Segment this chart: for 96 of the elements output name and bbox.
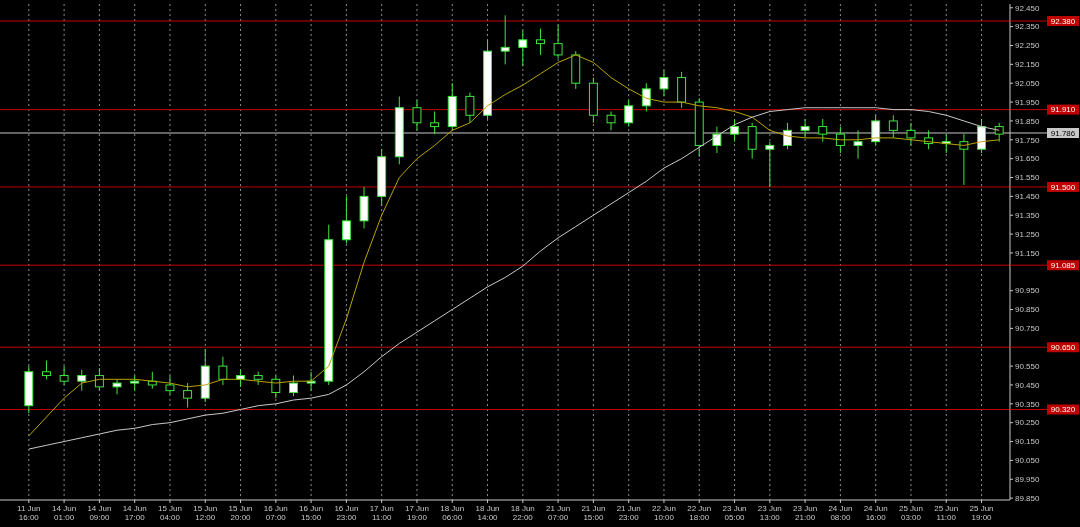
candlestick <box>165 375 175 395</box>
x-tick-label: 24 Jun 16:00 <box>863 504 888 522</box>
x-tick-label: 15 Jun 04:00 <box>157 504 182 522</box>
candlestick <box>853 129 863 160</box>
x-tick-label: 24 Jun 08:00 <box>828 504 853 522</box>
candlestick <box>977 118 987 154</box>
y-tick-label: 92.150 <box>1015 60 1041 70</box>
y-tick-label: 91.350 <box>1015 211 1041 221</box>
candlestick <box>430 111 440 135</box>
candlestick <box>41 359 51 380</box>
ref-line-label: 91.910 <box>1050 105 1076 115</box>
x-tick-label: 15 Jun 12:00 <box>193 504 218 522</box>
x-tick-label: 17 Jun 11:00 <box>369 504 394 522</box>
candlestick <box>518 29 528 67</box>
y-tick-label: 91.450 <box>1015 192 1041 202</box>
y-tick-label: 91.650 <box>1015 154 1041 164</box>
candlestick <box>906 122 916 146</box>
y-tick-label: 92.350 <box>1015 22 1041 32</box>
x-tick-label: 23 Jun 13:00 <box>757 504 782 522</box>
candlestick <box>888 114 898 139</box>
line-series <box>28 54 1000 437</box>
candlestick <box>835 126 845 154</box>
ref-line-label: 90.320 <box>1050 405 1076 415</box>
y-tick-label: 91.950 <box>1015 97 1041 107</box>
candlestick <box>77 369 87 392</box>
candlestick <box>659 69 669 97</box>
y-tick-label: 92.450 <box>1015 3 1041 13</box>
y-tick-label: 90.150 <box>1015 437 1041 447</box>
x-tick-label: 21 Jun 07:00 <box>546 504 571 522</box>
candlestick <box>536 28 545 56</box>
candlestick <box>730 118 740 143</box>
x-tick-label: 18 Jun 22:00 <box>510 504 535 522</box>
candlestick <box>553 24 563 60</box>
ref-line-label: 92.380 <box>1050 16 1076 26</box>
x-tick-label: 16 Jun 15:00 <box>299 504 324 522</box>
candlestick <box>341 195 351 245</box>
candlestick <box>289 375 298 397</box>
x-tick-label: 25 Jun 19:00 <box>969 504 994 522</box>
ref-line-label: 90.650 <box>1050 343 1076 353</box>
candlestick <box>412 99 422 131</box>
y-tick-label: 91.750 <box>1015 135 1041 145</box>
y-tick-label: 90.350 <box>1015 399 1041 409</box>
x-tick-label: 14 Jun 17:00 <box>122 504 147 522</box>
candlestick <box>183 382 193 409</box>
ref-line-label: 91.786 <box>1050 128 1076 138</box>
x-tick-label: 22 Jun 18:00 <box>687 504 712 522</box>
candlestick <box>606 111 616 131</box>
y-tick-label: 91.150 <box>1015 248 1041 258</box>
candlestick <box>271 375 281 399</box>
y-tick-label: 90.050 <box>1015 456 1041 466</box>
x-tick-label: 21 Jun 23:00 <box>616 504 641 522</box>
ref-line-label: 91.085 <box>1050 261 1076 270</box>
y-tick-label: 91.250 <box>1015 229 1041 239</box>
y-tick-label: 90.850 <box>1015 305 1041 315</box>
y-tick-label: 89.850 <box>1015 493 1041 503</box>
y-tick-label: 91.850 <box>1015 116 1041 126</box>
candlestick <box>218 356 228 386</box>
candlestick <box>818 118 828 143</box>
x-tick-label: 22 Jun 10:00 <box>651 504 676 522</box>
y-tick-label: 90.950 <box>1015 286 1041 296</box>
x-tick-label: 18 Jun 06:00 <box>440 504 465 522</box>
x-tick-label: 25 Jun 03:00 <box>898 504 923 522</box>
candlestick <box>994 122 1004 143</box>
candlestick <box>783 122 792 150</box>
candlestick <box>624 99 634 128</box>
x-tick-label: 15 Jun 20:00 <box>228 504 253 522</box>
ref-line-label: 91.500 <box>1050 182 1076 192</box>
x-tick-label: 11 Jun 16:00 <box>17 504 41 522</box>
candlestick <box>800 118 810 139</box>
candlestick <box>500 14 510 65</box>
x-tick-label: 18 Jun 14:00 <box>475 504 500 522</box>
y-tick-label: 90.250 <box>1015 418 1041 428</box>
y-tick-label: 92.250 <box>1015 41 1041 51</box>
x-tick-label: 17 Jun 19:00 <box>404 504 429 522</box>
candlestick <box>112 378 122 395</box>
x-tick-label: 14 Jun 09:00 <box>87 504 112 522</box>
y-tick-label: 90.450 <box>1015 380 1041 390</box>
x-tick-label: 23 Jun 21:00 <box>793 504 818 522</box>
candlestick <box>641 82 651 112</box>
x-tick-label: 16 Jun 23:00 <box>334 504 359 522</box>
candlestick <box>465 92 475 124</box>
y-tick-label: 90.550 <box>1015 361 1041 371</box>
x-tick-label: 21 Jun 15:00 <box>581 504 606 522</box>
y-tick-label: 89.950 <box>1015 475 1041 485</box>
candlestick <box>747 122 757 160</box>
candlestick <box>59 365 69 386</box>
x-tick-label: 23 Jun 05:00 <box>722 504 747 522</box>
candlestick <box>712 126 722 154</box>
y-tick-label: 91.550 <box>1015 173 1041 183</box>
candlestick <box>871 114 881 146</box>
y-tick-label: 92.050 <box>1015 79 1041 89</box>
x-tick-label: 16 Jun 07:00 <box>263 504 288 522</box>
y-tick-label: 90.750 <box>1015 324 1041 334</box>
candlestick <box>765 141 775 188</box>
x-tick-label: 25 Jun 11:00 <box>934 504 959 522</box>
x-tick-label: 14 Jun 01:00 <box>52 504 77 522</box>
